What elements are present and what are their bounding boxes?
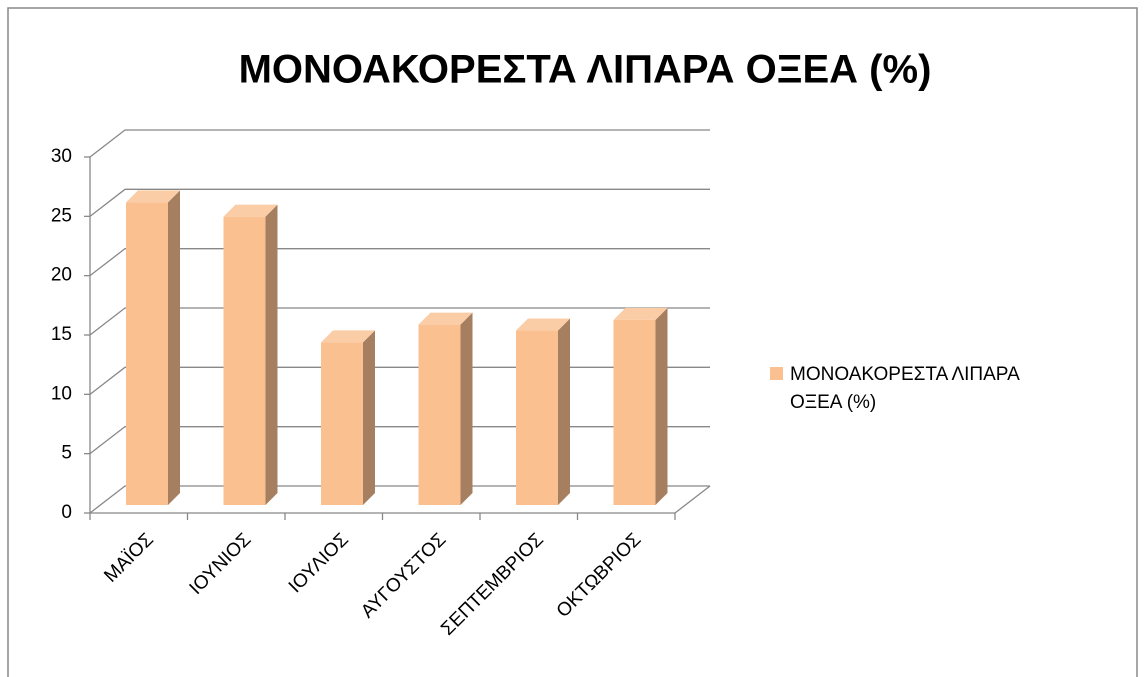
- bar-top: [613, 307, 668, 320]
- y-tick-label: 25: [51, 205, 72, 226]
- grid-line: [89, 129, 710, 158]
- bar-side: [558, 318, 570, 505]
- y-tick-label: 30: [51, 146, 72, 167]
- bar-side: [168, 190, 180, 505]
- y-tick-label: 10: [51, 383, 72, 404]
- bar: [613, 319, 656, 505]
- y-tick-label: 20: [51, 265, 72, 286]
- y-tick-label: 5: [61, 443, 72, 464]
- grid-line: [89, 248, 710, 277]
- grid-line: [89, 426, 710, 455]
- legend-label: ΜΟΝΟΑΚΟΡΕΣΤΑ ΛΙΠΑΡΑ ΟΞΕΑ (%): [790, 364, 1019, 413]
- y-tick-label: 0: [61, 502, 72, 523]
- bar: [516, 330, 558, 505]
- bar-top: [516, 318, 570, 331]
- bar: [223, 216, 266, 505]
- grid-line: [89, 366, 710, 395]
- chart-title: ΜΟΝΟΑΚΟΡΕΣΤΑ ΛΙΠΑΡΑ ΟΞΕΑ (%): [239, 48, 932, 92]
- bar-top: [126, 190, 180, 203]
- floor-edge: [674, 485, 711, 514]
- grid-line: [89, 485, 710, 514]
- bar-top: [418, 312, 473, 325]
- grid-line: [89, 307, 710, 336]
- chart-frame: [7, 7, 1138, 677]
- bar: [321, 342, 363, 505]
- bar-side: [363, 330, 375, 505]
- bar-side: [460, 312, 473, 505]
- bar-top: [321, 330, 375, 343]
- bar-side: [265, 204, 278, 505]
- bar-side: [655, 307, 668, 505]
- bar-top: [223, 204, 278, 217]
- bar: [418, 324, 461, 505]
- bar: [126, 202, 168, 505]
- legend-swatch: [770, 367, 783, 380]
- grid-line: [89, 188, 710, 217]
- y-tick-label: 15: [51, 324, 72, 345]
